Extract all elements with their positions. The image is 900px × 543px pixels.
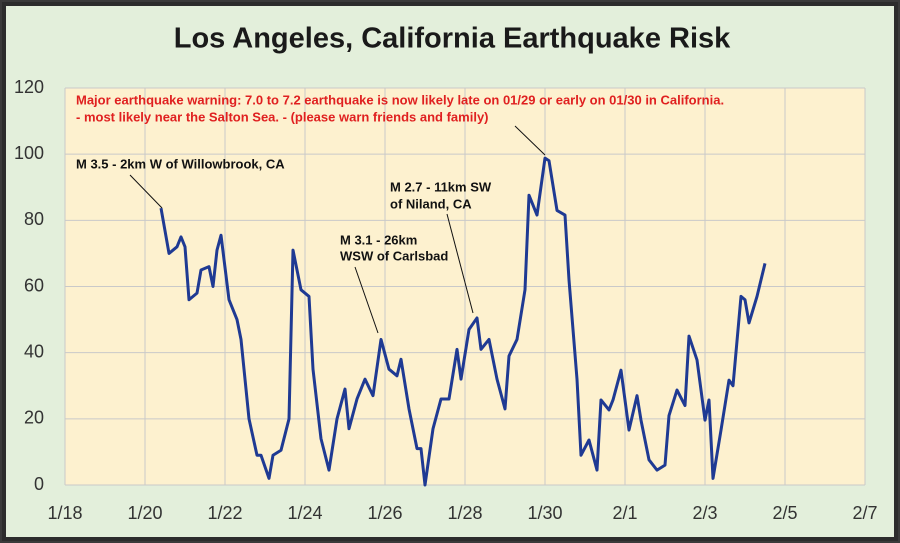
y-tick-label: 100 xyxy=(14,143,44,163)
y-tick-label: 120 xyxy=(14,77,44,97)
x-tick-label: 1/30 xyxy=(527,503,562,523)
x-tick-label: 1/22 xyxy=(207,503,242,523)
annotation: M 2.7 - 11km SW xyxy=(390,179,492,194)
x-tick-label: 2/3 xyxy=(692,503,717,523)
leader-line xyxy=(514,125,546,156)
warning-text: Major earthquake warning: 7.0 to 7.2 ear… xyxy=(76,92,724,107)
x-tick-label: 1/28 xyxy=(447,503,482,523)
annotation: M 3.1 - 26km xyxy=(340,232,417,247)
y-tick-label: 80 xyxy=(24,209,44,229)
x-tick-label: 1/20 xyxy=(127,503,162,523)
y-tick-label: 20 xyxy=(24,408,44,428)
annotation: of Niland, CA xyxy=(390,196,472,211)
x-tick-label: 2/1 xyxy=(612,503,637,523)
line-series xyxy=(159,156,767,487)
x-tick-label: 1/26 xyxy=(367,503,402,523)
x-tick-label: 1/18 xyxy=(47,503,82,523)
y-tick-label: 0 xyxy=(34,474,44,494)
x-tick-label: 1/24 xyxy=(287,503,322,523)
warning-text: - most likely near the Salton Sea. - (pl… xyxy=(76,109,489,124)
x-tick-label: 2/7 xyxy=(852,503,877,523)
leader-line xyxy=(129,174,163,209)
leader-line xyxy=(354,266,379,334)
annotation: WSW of Carlsbad xyxy=(340,248,448,263)
x-tick-label: 2/5 xyxy=(772,503,797,523)
y-tick-label: 40 xyxy=(24,341,44,361)
y-tick-label: 60 xyxy=(24,275,44,295)
chart-title: Los Angeles, California Earthquake Risk xyxy=(174,23,731,55)
annotation: M 3.5 - 2km W of Willowbrook, CA xyxy=(76,156,285,171)
leader-line xyxy=(446,213,474,314)
